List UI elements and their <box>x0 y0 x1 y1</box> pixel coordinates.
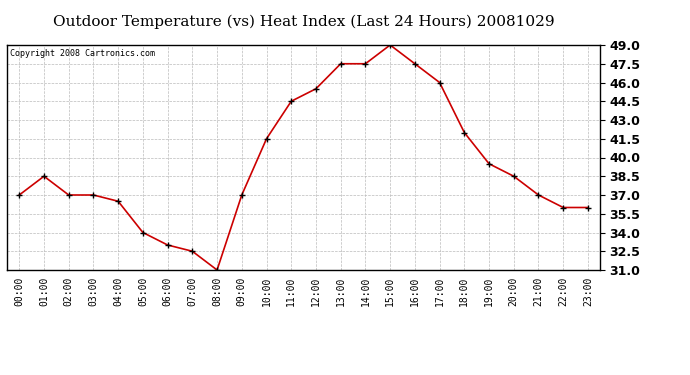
Text: Outdoor Temperature (vs) Heat Index (Last 24 Hours) 20081029: Outdoor Temperature (vs) Heat Index (Las… <box>53 15 554 29</box>
Text: Copyright 2008 Cartronics.com: Copyright 2008 Cartronics.com <box>10 50 155 58</box>
